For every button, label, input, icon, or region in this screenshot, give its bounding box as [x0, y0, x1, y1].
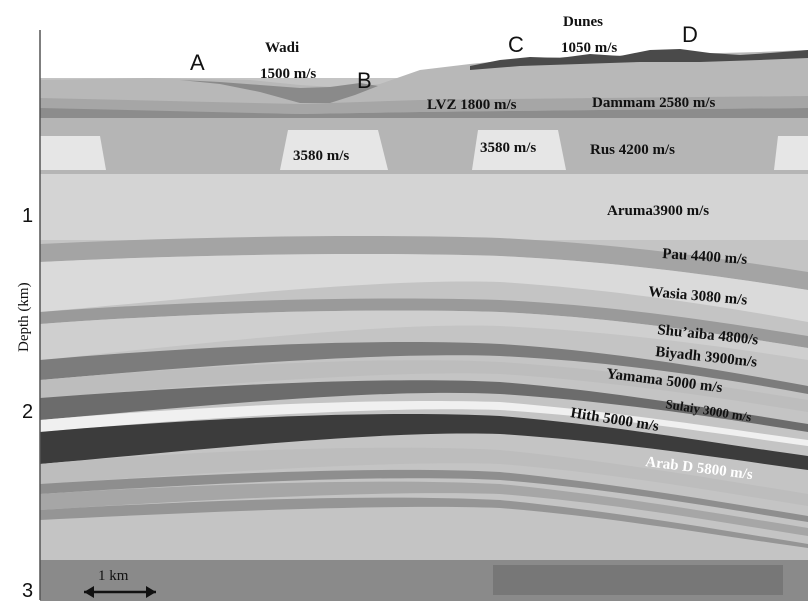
depth-tick-2: 2: [22, 401, 33, 423]
bottom-box: [493, 565, 783, 595]
arab-lower-layer-1: [40, 469, 808, 522]
dammam-layer: [40, 118, 808, 136]
scale-bar-label: 1 km: [98, 568, 129, 584]
rus-lens-left-edge: [40, 136, 106, 170]
rus-lens-left: [280, 130, 388, 170]
depth-tick-3: 3: [22, 580, 33, 601]
shuaiba-layer: [40, 298, 808, 348]
biyadh-layer: [40, 341, 808, 394]
dunes-velocity: 1050 m/s: [561, 40, 617, 56]
dunes-label: Dunes: [563, 14, 603, 30]
dunes-layer: [470, 49, 808, 70]
arab-d-layer: [40, 447, 808, 506]
dammam-dark-layer: [40, 108, 808, 120]
arab-lower-layer-3: [40, 497, 808, 548]
aruma-label: Aruma3900 m/s: [607, 203, 709, 219]
rus-layer: [40, 136, 808, 174]
label-point-b: B: [357, 68, 372, 93]
lvz-layer: [40, 96, 808, 114]
lens-right-label: 3580 m/s: [480, 140, 536, 156]
arab-lower-layer-2: [40, 481, 808, 536]
label-point-d: D: [682, 22, 698, 47]
wadi-fill-layer: [180, 80, 378, 103]
rus-lens-right: [472, 130, 566, 170]
surface-layer: [40, 50, 808, 108]
wadi-velocity: 1500 m/s: [260, 66, 316, 82]
shuaiba-light-layer: [40, 310, 808, 360]
rus-label: Rus 4200 m/s: [590, 142, 675, 158]
label-point-c: C: [508, 32, 524, 57]
pau-label: Pau 4400 m/s: [662, 246, 748, 268]
white-band: [40, 400, 808, 446]
sulaiy-layer: [40, 380, 808, 432]
rus-lens-right-edge: [774, 136, 808, 170]
pau-layer: [40, 236, 808, 290]
yamama-layer: [40, 360, 808, 412]
aruma-layer: [40, 174, 808, 240]
hith-layer: [40, 413, 808, 470]
depth-axis-label: Depth (km): [16, 282, 32, 352]
wasia-layer: [40, 254, 808, 322]
dammam-label: Dammam 2580 m/s: [592, 95, 715, 111]
lvz-label: LVZ 1800 m/s: [427, 97, 517, 113]
wadi-label: Wadi: [265, 40, 299, 56]
depth-tick-1: 1: [22, 205, 33, 227]
lens-left-label: 3580 m/s: [293, 148, 349, 164]
label-point-a: A: [190, 50, 205, 75]
scale-bar-arrow: [84, 586, 156, 598]
